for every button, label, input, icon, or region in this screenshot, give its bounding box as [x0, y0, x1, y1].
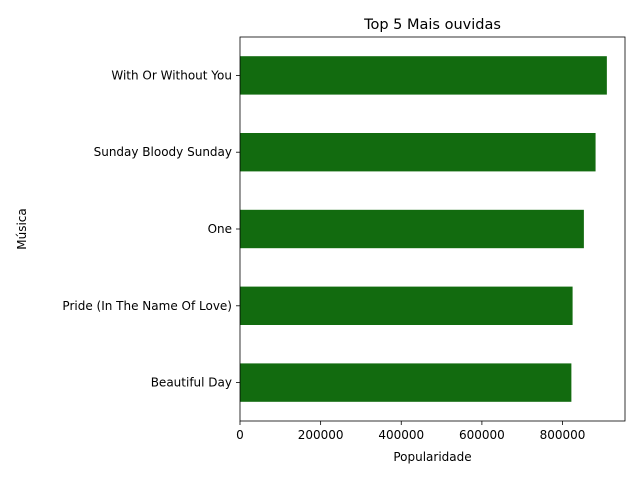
x-tick-label: 600000 [459, 428, 505, 442]
bar-3 [240, 209, 584, 249]
axes-group: With Or Without You Sunday Bloody Sunday O… [62, 36, 626, 442]
chart-title: Top 5 Mais ouvidas [363, 17, 501, 33]
x-tick-label: 400000 [378, 428, 424, 442]
x-tick-label: 0 [236, 428, 244, 442]
bars-group [240, 56, 607, 402]
plot-frame [239, 36, 626, 422]
y-tick-label: Sunday Bloody Sunday [94, 145, 232, 159]
bar-4 [240, 286, 573, 325]
y-tick-label: Beautiful Day [151, 376, 232, 390]
x-tick-label: 200000 [298, 428, 344, 442]
x-tick-label: 800000 [540, 428, 586, 442]
bar-1 [240, 56, 607, 95]
y-tick-label: With Or Without You [111, 68, 232, 82]
y-tick-label: One [208, 222, 232, 236]
bar-5 [240, 363, 572, 402]
x-axis-title: Popularidade [393, 450, 471, 464]
bar-2 [240, 133, 596, 172]
y-tick-label: Pride (In The Name Of Love) [62, 299, 232, 313]
y-axis-title: Música [15, 208, 29, 250]
